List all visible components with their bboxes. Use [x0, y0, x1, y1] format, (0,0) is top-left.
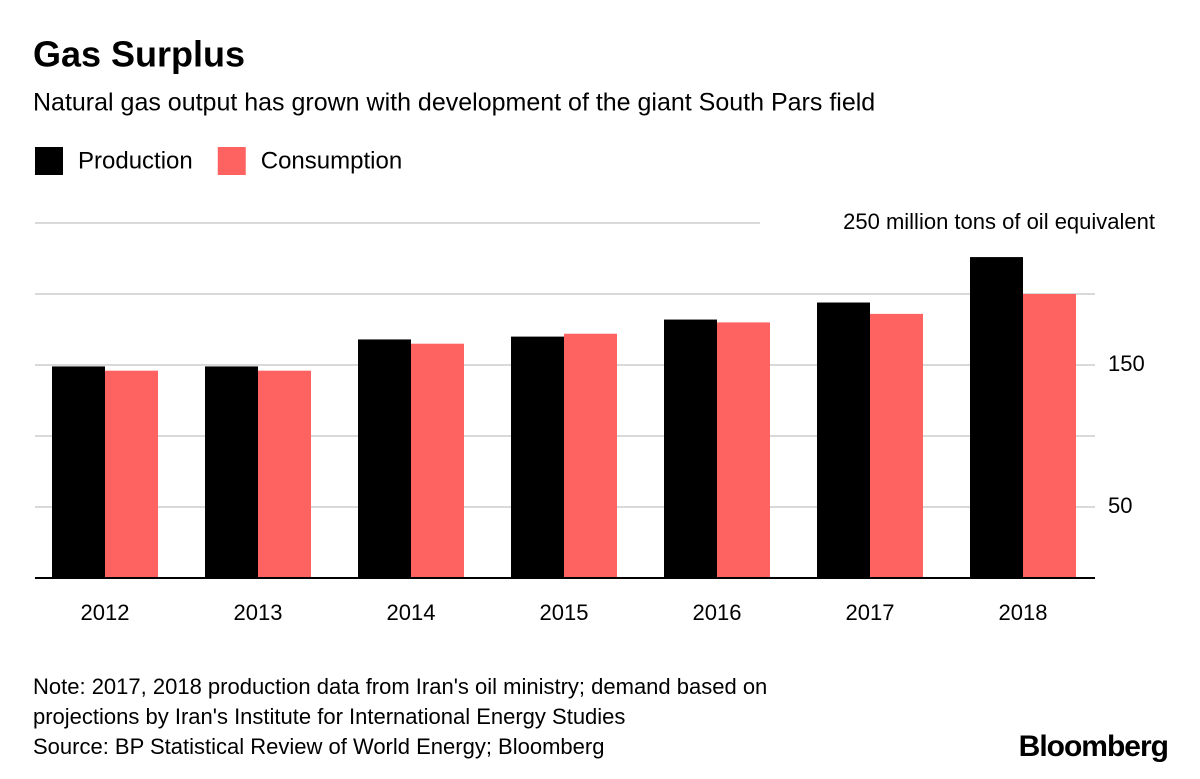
x-tick-label: 2013	[234, 600, 283, 625]
x-tick-label: 2017	[846, 600, 895, 625]
note: Note: 2017, 2018 production data from Ir…	[33, 674, 767, 699]
chart-subtitle: Natural gas output has grown with develo…	[33, 89, 875, 117]
y-tick-label: 250 million tons of oil equivalent	[843, 209, 1155, 234]
x-tick-label: 2014	[387, 600, 436, 625]
legend-label: Production	[78, 147, 193, 174]
x-tick-label: 2015	[540, 600, 589, 625]
bar	[817, 302, 870, 578]
bar	[205, 366, 258, 578]
legend-swatch	[217, 147, 246, 175]
legend-swatch	[35, 147, 63, 175]
y-tick-label: 150	[1108, 351, 1145, 376]
bar	[664, 319, 717, 578]
bar	[970, 257, 1023, 578]
source: Source: BP Statistical Review of World E…	[33, 734, 604, 759]
legend-label: Consumption	[261, 147, 402, 174]
bar	[511, 336, 564, 578]
note: projections by Iran's Institute for Inte…	[33, 704, 625, 729]
y-tick-label: 50	[1108, 493, 1132, 518]
bar	[105, 370, 158, 578]
bar	[1023, 294, 1076, 578]
bar	[411, 343, 464, 578]
x-tick-label: 2016	[693, 600, 742, 625]
bar	[52, 366, 105, 578]
bar	[564, 333, 617, 578]
bar	[358, 339, 411, 578]
bar	[870, 313, 923, 578]
bar	[258, 370, 311, 578]
x-tick-label: 2012	[81, 600, 130, 625]
x-tick-label: 2018	[999, 600, 1048, 625]
bar	[717, 322, 770, 578]
brand-logo: Bloomberg	[1019, 730, 1168, 763]
chart-title: Gas Surplus	[33, 34, 245, 75]
